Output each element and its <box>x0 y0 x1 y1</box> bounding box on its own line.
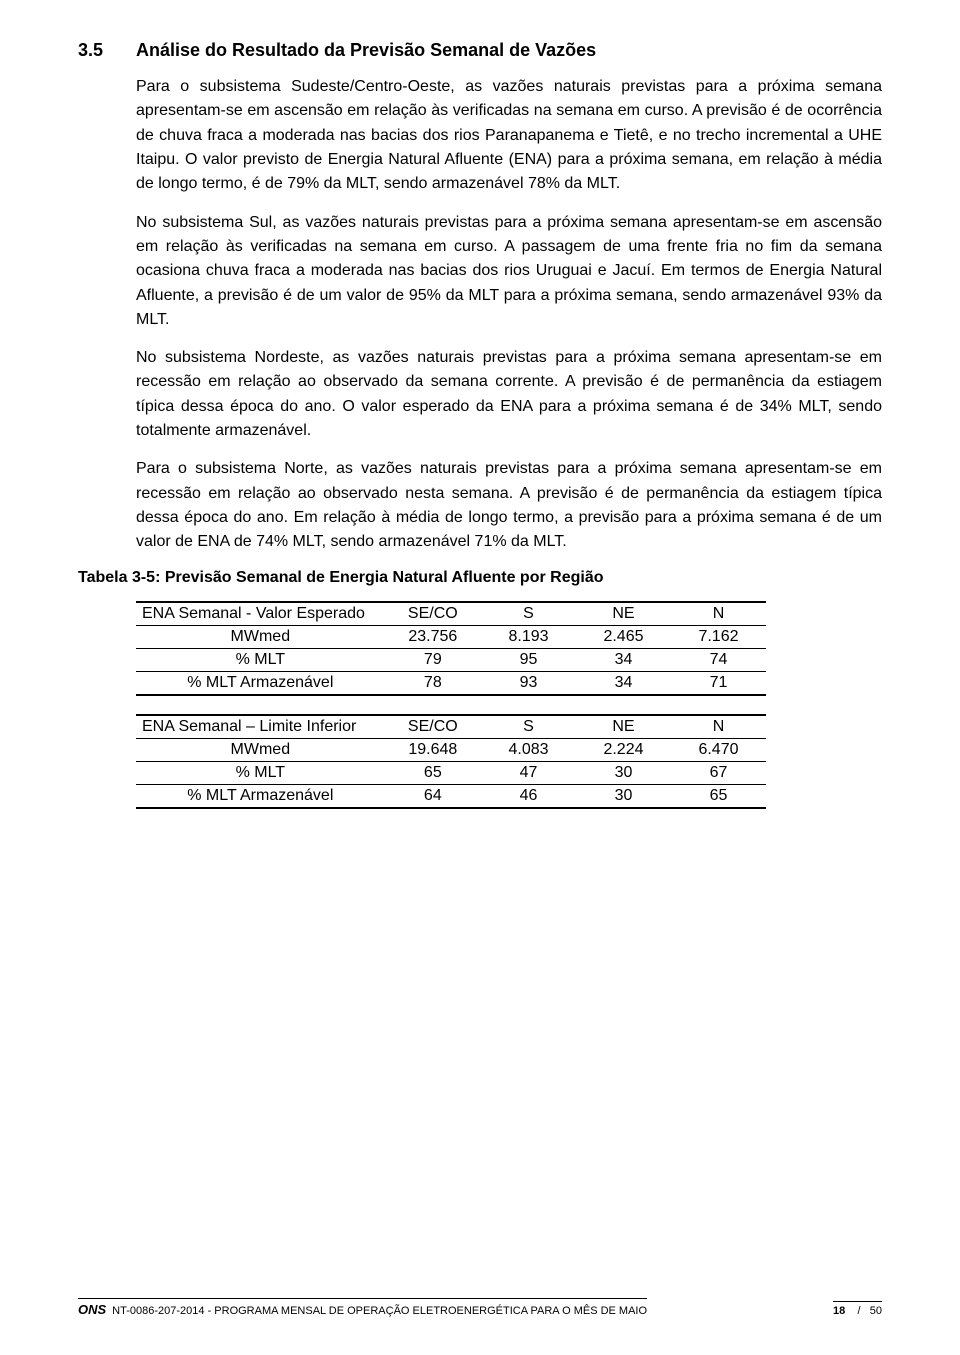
table-header-cell: N <box>671 715 766 739</box>
section-heading: 3.5 Análise do Resultado da Previsão Sem… <box>78 40 882 61</box>
table-row: % MLT 65 47 30 67 <box>136 761 766 784</box>
table-row: ENA Semanal - Valor Esperado SE/CO S NE … <box>136 602 766 626</box>
paragraph: No subsistema Sul, as vazões naturais pr… <box>136 211 882 333</box>
table-cell: 95 <box>481 648 576 671</box>
table-cell: MWmed <box>136 738 385 761</box>
table-cell: 79 <box>385 648 481 671</box>
table-cell: 2.224 <box>576 738 671 761</box>
table-header-cell: S <box>481 715 576 739</box>
page-footer: ONS NT-0086-207-2014 - PROGRAMA MENSAL D… <box>78 1298 882 1317</box>
footer-page-current: 18 <box>833 1305 845 1317</box>
document-page: 3.5 Análise do Resultado da Previsão Sem… <box>0 0 960 1355</box>
section-title: Análise do Resultado da Previsão Semanal… <box>136 40 596 61</box>
footer-doc-title: NT-0086-207-2014 - PROGRAMA MENSAL DE OP… <box>112 1305 647 1317</box>
table-cell: 78 <box>385 671 481 695</box>
table-cell: 71 <box>671 671 766 695</box>
table-valor-esperado: ENA Semanal - Valor Esperado SE/CO S NE … <box>136 601 766 696</box>
table-cell: 2.465 <box>576 625 671 648</box>
table-header-cell: ENA Semanal - Valor Esperado <box>136 602 385 626</box>
table-header-cell: S <box>481 602 576 626</box>
table-cell: 4.083 <box>481 738 576 761</box>
table-row: % MLT Armazenável 64 46 30 65 <box>136 784 766 808</box>
table-caption: Tabela 3-5: Previsão Semanal de Energia … <box>78 569 882 587</box>
table-2-wrap: ENA Semanal – Limite Inferior SE/CO S NE… <box>136 714 882 809</box>
paragraph: Para o subsistema Norte, as vazões natur… <box>136 457 882 554</box>
table-cell: % MLT <box>136 761 385 784</box>
table-cell: 67 <box>671 761 766 784</box>
table-limite-inferior: ENA Semanal – Limite Inferior SE/CO S NE… <box>136 714 766 809</box>
table-cell: 19.648 <box>385 738 481 761</box>
table-cell: 65 <box>671 784 766 808</box>
table-cell: 30 <box>576 784 671 808</box>
paragraph: No subsistema Nordeste, as vazões natura… <box>136 346 882 443</box>
table-cell: % MLT <box>136 648 385 671</box>
table-header-cell: ENA Semanal – Limite Inferior <box>136 715 385 739</box>
table-row: MWmed 19.648 4.083 2.224 6.470 <box>136 738 766 761</box>
table-cell: 30 <box>576 761 671 784</box>
table-cell: 47 <box>481 761 576 784</box>
table-cell: 6.470 <box>671 738 766 761</box>
table-cell: 34 <box>576 671 671 695</box>
table-header-cell: SE/CO <box>385 602 481 626</box>
table-cell: 65 <box>385 761 481 784</box>
table-header-cell: NE <box>576 602 671 626</box>
table-header-cell: SE/CO <box>385 715 481 739</box>
table-header-cell: N <box>671 602 766 626</box>
table-cell: 8.193 <box>481 625 576 648</box>
section-number: 3.5 <box>78 40 136 61</box>
table-header-cell: NE <box>576 715 671 739</box>
footer-page-total: 50 <box>870 1305 882 1317</box>
table-cell: 34 <box>576 648 671 671</box>
table-row: ENA Semanal – Limite Inferior SE/CO S NE… <box>136 715 766 739</box>
table-cell: % MLT Armazenável <box>136 671 385 695</box>
table-cell: 23.756 <box>385 625 481 648</box>
table-cell: 46 <box>481 784 576 808</box>
footer-right: 18 / 50 <box>833 1301 882 1317</box>
footer-logo: ONS <box>78 1302 106 1317</box>
table-cell: % MLT Armazenável <box>136 784 385 808</box>
table-1-wrap: ENA Semanal - Valor Esperado SE/CO S NE … <box>136 601 882 696</box>
footer-page-sep: / <box>858 1305 861 1317</box>
footer-left: ONS NT-0086-207-2014 - PROGRAMA MENSAL D… <box>78 1298 647 1317</box>
table-cell: 7.162 <box>671 625 766 648</box>
table-row: % MLT 79 95 34 74 <box>136 648 766 671</box>
table-row: MWmed 23.756 8.193 2.465 7.162 <box>136 625 766 648</box>
paragraph: Para o subsistema Sudeste/Centro-Oeste, … <box>136 75 882 197</box>
table-row: % MLT Armazenável 78 93 34 71 <box>136 671 766 695</box>
table-cell: 74 <box>671 648 766 671</box>
table-cell: 93 <box>481 671 576 695</box>
table-cell: 64 <box>385 784 481 808</box>
table-cell: MWmed <box>136 625 385 648</box>
